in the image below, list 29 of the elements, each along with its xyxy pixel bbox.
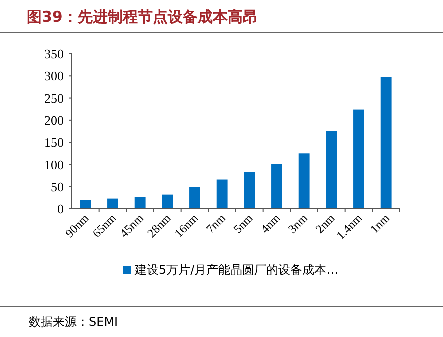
x-tick-label: 5nm bbox=[230, 210, 256, 236]
y-tick-label: 0 bbox=[58, 202, 64, 217]
bar bbox=[162, 194, 174, 209]
bar bbox=[380, 77, 392, 209]
legend-label: 建设5万片/月产能晶圆厂的设备成本… bbox=[134, 263, 339, 277]
bar bbox=[216, 180, 228, 209]
bar bbox=[354, 110, 364, 209]
y-tick-label: 50 bbox=[51, 179, 64, 194]
bar bbox=[190, 187, 200, 209]
y-tick-label: 300 bbox=[44, 68, 64, 84]
y-tick-label: 100 bbox=[44, 157, 64, 172]
bar bbox=[108, 198, 118, 209]
source-note: 数据来源：SEMI bbox=[29, 315, 118, 329]
x-tick-label: 1nm bbox=[367, 210, 393, 236]
chart-title: 图39：先进制程节点设备成本高昂 bbox=[27, 8, 258, 26]
x-tick-label: 2nm bbox=[312, 210, 338, 236]
x-tick-label: 4nm bbox=[258, 210, 284, 236]
x-tick-label: 7nm bbox=[203, 210, 229, 236]
bar bbox=[326, 131, 338, 209]
y-tick-label: 250 bbox=[44, 90, 64, 106]
bar bbox=[80, 200, 92, 209]
bar bbox=[298, 154, 310, 209]
bar bbox=[244, 172, 256, 209]
y-tick-label: 350 bbox=[44, 46, 64, 62]
y-tick-label: 150 bbox=[44, 135, 64, 150]
x-tick-label: 3nm bbox=[285, 210, 311, 236]
bar bbox=[134, 197, 146, 209]
y-tick-label: 200 bbox=[44, 112, 64, 128]
bar bbox=[272, 164, 282, 209]
